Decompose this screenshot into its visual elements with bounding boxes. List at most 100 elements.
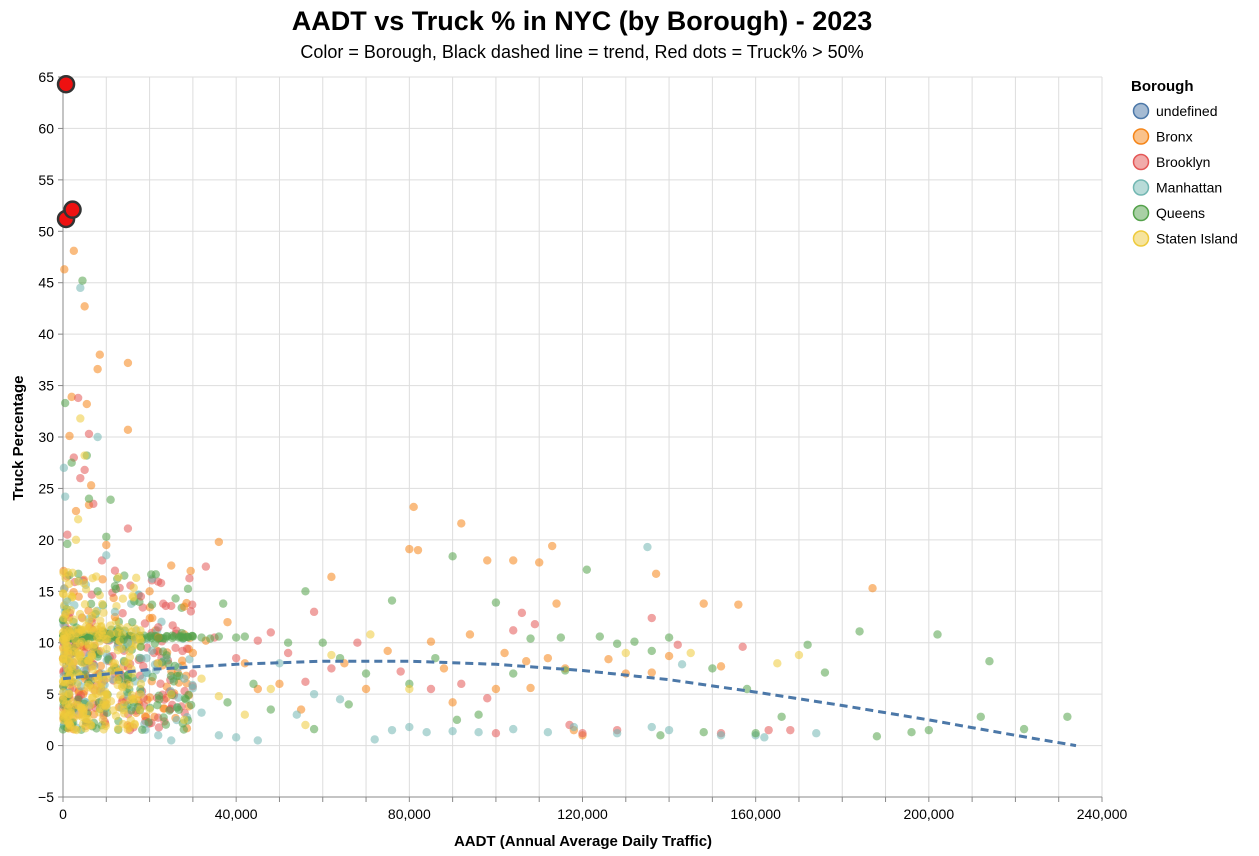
data-point-manhattan [76, 283, 85, 293]
y-tick-label: 50 [38, 223, 54, 239]
data-point-manhattan [335, 695, 345, 704]
y-tick-label: −5 [38, 789, 54, 805]
data-point-brooklyn [509, 626, 518, 635]
data-point-queens [63, 539, 72, 549]
data-point-brooklyn [578, 729, 587, 738]
data-point-brooklyn [491, 729, 501, 738]
data-point-staten-island [135, 630, 144, 640]
data-point-manhattan [59, 463, 69, 473]
data-point-brooklyn [786, 725, 795, 735]
data-point-bronx [98, 575, 107, 584]
data-point-brooklyn [266, 628, 275, 637]
data-point-staten-island [59, 568, 68, 578]
data-point-brooklyn [396, 667, 405, 676]
data-point-staten-island [64, 724, 73, 733]
data-point-queens [924, 725, 934, 735]
data-point-queens [106, 495, 115, 504]
data-point-queens [164, 659, 173, 668]
data-point-staten-island [89, 643, 98, 653]
data-point-bronx [604, 654, 613, 664]
data-point-bronx [145, 587, 154, 596]
data-point-bronx [647, 668, 656, 677]
data-point-bronx [180, 602, 189, 611]
data-point-brooklyn [118, 609, 127, 618]
data-point-staten-island [93, 625, 102, 634]
data-point-bronx [383, 646, 392, 656]
data-point-brooklyn [188, 600, 197, 609]
data-point-bronx [60, 265, 69, 274]
data-point-queens [128, 617, 137, 627]
data-point-manhattan [509, 724, 518, 734]
data-point-manhattan [812, 729, 821, 738]
data-point-queens [136, 642, 146, 652]
data-point-manhattan [292, 710, 301, 719]
data-point-queens [78, 276, 87, 285]
data-point-queens [86, 599, 96, 609]
data-point-manhattan [174, 693, 183, 702]
data-point-brooklyn [168, 621, 177, 630]
data-point-staten-island [75, 609, 85, 619]
data-point-manhattan [716, 731, 726, 740]
data-point-staten-island [92, 689, 101, 698]
data-point-queens [509, 669, 518, 678]
data-point-staten-island [124, 659, 133, 668]
data-point-brooklyn [154, 623, 163, 632]
x-tick-label: 240,000 [1077, 806, 1128, 822]
y-tick-label: 15 [38, 583, 54, 599]
legend-title: Borough [1131, 78, 1193, 95]
data-point-queens [84, 494, 94, 503]
data-point-staten-island [180, 715, 189, 725]
x-tick-label: 200,000 [904, 806, 955, 822]
data-point-queens [171, 594, 180, 603]
data-point-staten-island [73, 515, 83, 524]
data-point-brooklyn [186, 607, 196, 616]
data-point-staten-island [67, 698, 77, 707]
data-point-queens [448, 552, 457, 561]
legend-label: Bronx [1156, 129, 1193, 145]
data-point-staten-island [63, 664, 72, 673]
data-point-staten-island [81, 585, 91, 594]
data-point-queens [159, 713, 168, 722]
data-point-manhattan [275, 659, 284, 668]
data-point-queens [647, 646, 656, 656]
data-point-manhattan [612, 729, 622, 738]
data-point-bronx [413, 545, 423, 555]
data-point-brooklyn [110, 566, 120, 575]
data-point-manhattan [188, 680, 197, 690]
axes: 0 40,000 80,000 120,000 160,000 200,000 240,00… [38, 69, 1127, 822]
data-point-brooklyn [154, 723, 164, 732]
data-point-brooklyn [139, 662, 148, 671]
data-point-queens [161, 720, 171, 729]
data-point-staten-island [130, 624, 140, 633]
data-point-staten-island [621, 648, 630, 658]
data-point-queens [491, 598, 501, 607]
data-point-queens [872, 732, 882, 741]
data-point-brooklyn [167, 601, 176, 611]
data-point-staten-island [60, 638, 70, 647]
y-tick-label: 55 [38, 172, 54, 188]
data-point-staten-island [64, 579, 74, 589]
data-point-bronx [67, 392, 76, 402]
data-point-queens [431, 653, 440, 663]
data-point-queens [138, 725, 147, 734]
data-point-queens [452, 715, 462, 725]
data-point-brooklyn [673, 640, 682, 649]
legend-symbol [1132, 153, 1150, 171]
data-point-staten-island [71, 642, 80, 651]
data-point-manhattan [214, 731, 224, 740]
data-point-bronx [102, 540, 111, 550]
data-point-staten-island [73, 577, 83, 586]
data-point-queens [181, 695, 191, 704]
data-point-brooklyn [517, 608, 527, 618]
data-point-queens [148, 672, 157, 682]
data-point-queens [318, 638, 327, 647]
data-point-bronx [327, 572, 336, 582]
data-point-brooklyn [76, 473, 85, 483]
legend-label: undefined [1156, 103, 1218, 119]
data-point-queens [162, 632, 172, 641]
data-point-staten-island [60, 678, 70, 687]
data-point-manhattan [172, 715, 181, 725]
data-point-brooklyn [301, 677, 310, 686]
data-point-queens [147, 600, 157, 609]
